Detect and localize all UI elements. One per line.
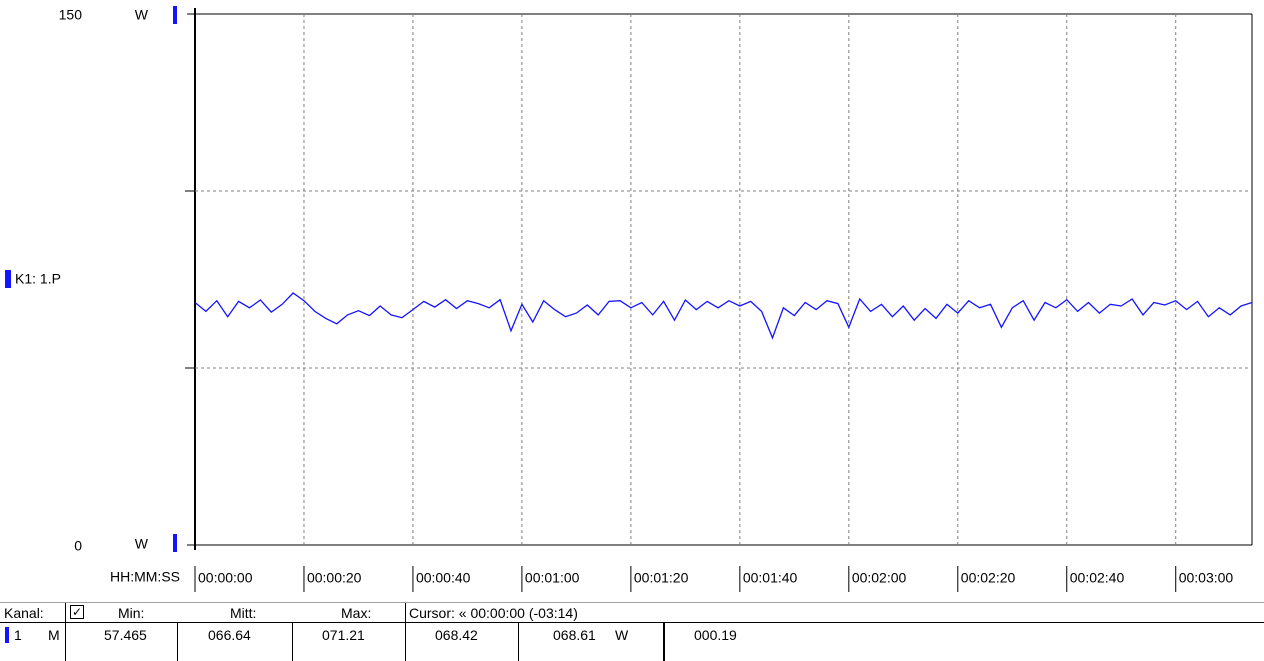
x-tick-label: 00:02:40 xyxy=(1070,570,1125,586)
data-line xyxy=(194,292,1253,340)
cell: 068.61 xyxy=(553,627,596,643)
cell: 071.21 xyxy=(322,627,365,643)
header-cell: Max: xyxy=(341,605,372,621)
cell: 57.465 xyxy=(104,627,147,643)
x-tick-label: 00:00:00 xyxy=(198,570,253,586)
header-cell: Kanal: xyxy=(4,605,44,621)
axis-marker xyxy=(173,6,177,24)
x-tick-label: 00:03:00 xyxy=(1179,570,1234,586)
y-unit: W xyxy=(135,536,149,552)
header-cell: Mitt: xyxy=(230,605,257,621)
header-cell: Cursor: « 00:00:00 (-03:14) xyxy=(409,605,578,621)
cell: 000.19 xyxy=(694,627,737,643)
channel-marker xyxy=(5,270,11,288)
cell: 068.42 xyxy=(435,627,478,643)
channel-label: K1: 1.P xyxy=(15,271,61,287)
cell: 066.64 xyxy=(208,627,251,643)
separator xyxy=(65,603,66,661)
x-tick-label: 00:01:20 xyxy=(634,570,689,586)
row-separator xyxy=(0,622,1264,623)
x-tick-label: 00:01:40 xyxy=(743,570,798,586)
channel-marker xyxy=(5,627,9,643)
y-unit: W xyxy=(135,7,149,23)
separator xyxy=(405,603,406,661)
checkbox[interactable]: ✓ xyxy=(70,605,84,619)
chart: K1: 1.P W W HH:MM:SS 0 150 00:00:00 00:00:2… xyxy=(5,6,1253,592)
cell: W xyxy=(615,627,629,643)
x-tick-label: 00:00:20 xyxy=(307,570,362,586)
y-tick-label: 0 xyxy=(74,538,82,554)
x-tick-label: 00:02:00 xyxy=(852,570,907,586)
x-axis-label: HH:MM:SS xyxy=(110,569,180,585)
header-cell: Min: xyxy=(118,605,145,621)
x-tick-label: 00:01:00 xyxy=(525,570,580,586)
y-tick-label: 150 xyxy=(59,7,83,23)
separator xyxy=(518,623,519,661)
x-tick-label: 00:02:20 xyxy=(961,570,1016,586)
status-table: ✓ Kanal: Min: Mitt: Max: Cursor: « 00:00… xyxy=(0,602,1264,661)
x-tick-label: 00:00:40 xyxy=(416,570,471,586)
separator xyxy=(292,623,293,661)
separator xyxy=(663,623,665,661)
axis-marker xyxy=(173,534,177,552)
cell: M xyxy=(48,627,60,643)
cell: 1 xyxy=(14,627,22,643)
separator xyxy=(177,623,178,661)
